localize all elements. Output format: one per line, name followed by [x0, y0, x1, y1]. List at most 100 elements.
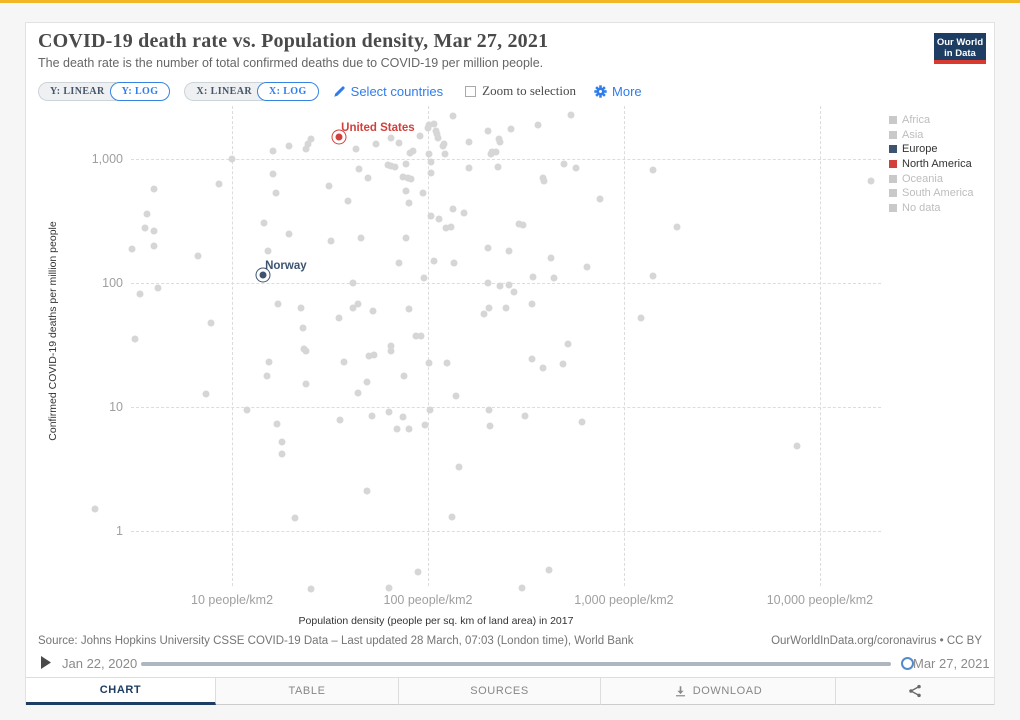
data-point[interactable] — [484, 127, 492, 135]
data-point[interactable] — [414, 568, 422, 576]
data-point[interactable] — [427, 169, 435, 177]
data-point[interactable] — [370, 351, 378, 359]
data-point[interactable] — [387, 134, 395, 142]
data-point[interactable] — [340, 358, 348, 366]
data-point[interactable] — [405, 199, 413, 207]
data-point[interactable] — [425, 150, 433, 158]
data-point[interactable] — [405, 305, 413, 313]
data-point[interactable] — [402, 187, 410, 195]
data-point[interactable] — [336, 416, 344, 424]
data-point[interactable] — [395, 139, 403, 147]
tab-download[interactable]: DOWNLOAD — [601, 678, 836, 705]
data-point[interactable] — [344, 197, 352, 205]
data-point[interactable] — [272, 189, 280, 197]
data-point[interactable] — [243, 406, 251, 414]
y-linear-button[interactable]: Y: LINEAR — [38, 81, 116, 101]
data-point[interactable] — [400, 372, 408, 380]
data-point[interactable] — [529, 273, 537, 281]
data-point[interactable] — [387, 347, 395, 355]
data-point[interactable] — [402, 234, 410, 242]
data-point[interactable] — [354, 389, 362, 397]
zoom-to-selection-checkbox[interactable] — [465, 85, 477, 97]
data-point[interactable] — [417, 332, 425, 340]
data-point[interactable] — [427, 212, 435, 220]
data-point[interactable] — [391, 163, 399, 171]
data-point[interactable] — [596, 195, 604, 203]
data-point[interactable] — [285, 142, 293, 150]
data-point[interactable] — [399, 413, 407, 421]
data-point[interactable] — [91, 505, 99, 513]
data-point[interactable] — [494, 163, 502, 171]
data-point[interactable] — [465, 138, 473, 146]
select-countries-button[interactable]: Select countries — [333, 84, 443, 99]
data-point[interactable] — [443, 359, 451, 367]
data-point[interactable] — [434, 134, 442, 142]
tab-chart[interactable]: CHART — [26, 678, 216, 705]
data-point[interactable] — [435, 215, 443, 223]
data-point[interactable] — [430, 120, 438, 128]
data-point[interactable] — [515, 220, 523, 228]
y-log-button[interactable]: Y: LOG — [109, 81, 171, 101]
data-point[interactable] — [455, 463, 463, 471]
data-point[interactable] — [407, 175, 415, 183]
timeline-track[interactable] — [141, 657, 914, 670]
legend-item-oceania[interactable]: Oceania — [889, 171, 974, 186]
data-point[interactable] — [540, 177, 548, 185]
data-point[interactable] — [480, 310, 488, 318]
data-point[interactable] — [215, 180, 223, 188]
data-point[interactable] — [486, 422, 494, 430]
data-point[interactable] — [143, 210, 151, 218]
data-point[interactable] — [355, 165, 363, 173]
more-button[interactable]: More — [594, 84, 642, 99]
data-point[interactable] — [534, 121, 542, 129]
data-point[interactable] — [368, 412, 376, 420]
data-point[interactable] — [492, 148, 500, 156]
play-icon[interactable] — [40, 656, 52, 674]
data-point[interactable] — [649, 166, 657, 174]
data-point[interactable] — [550, 274, 558, 282]
timeline-handle[interactable] — [901, 657, 914, 670]
data-point[interactable] — [440, 140, 448, 148]
data-point[interactable] — [228, 155, 236, 163]
data-point[interactable] — [484, 279, 492, 287]
data-point[interactable] — [354, 300, 362, 308]
data-point[interactable] — [425, 359, 433, 367]
data-point[interactable] — [427, 158, 435, 166]
data-point[interactable] — [278, 438, 286, 446]
data-point[interactable] — [441, 150, 449, 158]
data-point[interactable] — [485, 304, 493, 312]
data-point[interactable] — [327, 237, 335, 245]
data-point[interactable] — [496, 282, 504, 290]
data-point[interactable] — [150, 227, 158, 235]
data-point[interactable] — [433, 130, 441, 138]
data-point[interactable] — [150, 242, 158, 250]
data-point[interactable] — [426, 406, 434, 414]
data-point[interactable] — [485, 406, 493, 414]
data-point[interactable] — [278, 450, 286, 458]
data-point[interactable] — [194, 252, 202, 260]
data-point[interactable] — [265, 358, 273, 366]
tab-sources[interactable]: SOURCES — [399, 678, 601, 705]
data-point[interactable] — [335, 314, 343, 322]
zoom-to-selection-control[interactable]: Zoom to selection — [465, 83, 576, 99]
data-point[interactable] — [502, 304, 510, 312]
x-linear-button[interactable]: X: LINEAR — [184, 81, 263, 101]
data-point[interactable] — [793, 442, 801, 450]
data-point[interactable] — [465, 164, 473, 172]
data-point[interactable] — [519, 221, 527, 229]
data-point[interactable] — [307, 585, 315, 593]
data-point[interactable] — [578, 418, 586, 426]
data-point[interactable] — [269, 170, 277, 178]
data-point[interactable] — [560, 160, 568, 168]
data-point[interactable] — [649, 272, 657, 280]
data-point[interactable] — [154, 284, 162, 292]
data-point[interactable] — [425, 121, 433, 129]
data-point[interactable] — [449, 112, 457, 120]
attribution-link[interactable]: OurWorldInData.org/coronavirus • CC BY — [771, 635, 982, 647]
data-point[interactable] — [448, 513, 456, 521]
data-point[interactable] — [273, 420, 281, 428]
data-point[interactable] — [299, 324, 307, 332]
data-point[interactable] — [405, 425, 413, 433]
data-point[interactable] — [545, 566, 553, 574]
data-point[interactable] — [302, 145, 310, 153]
